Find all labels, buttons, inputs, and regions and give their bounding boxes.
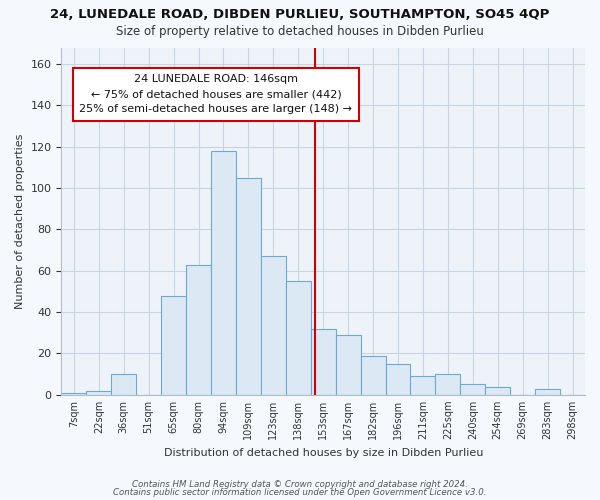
Bar — [436, 374, 460, 395]
Text: Size of property relative to detached houses in Dibden Purlieu: Size of property relative to detached ho… — [116, 25, 484, 38]
Text: Contains public sector information licensed under the Open Government Licence v3: Contains public sector information licen… — [113, 488, 487, 497]
Bar — [161, 296, 186, 395]
Y-axis label: Number of detached properties: Number of detached properties — [15, 134, 25, 309]
Text: Contains HM Land Registry data © Crown copyright and database right 2024.: Contains HM Land Registry data © Crown c… — [132, 480, 468, 489]
Bar — [386, 364, 410, 395]
Bar — [86, 390, 111, 395]
Bar — [410, 376, 436, 395]
Bar — [211, 151, 236, 395]
Text: 24 LUNEDALE ROAD: 146sqm
← 75% of detached houses are smaller (442)
25% of semi-: 24 LUNEDALE ROAD: 146sqm ← 75% of detach… — [79, 74, 352, 114]
Bar — [236, 178, 261, 395]
Bar — [186, 264, 211, 395]
Bar — [335, 335, 361, 395]
Bar — [535, 388, 560, 395]
Bar — [311, 328, 335, 395]
Bar — [460, 384, 485, 395]
Bar — [111, 374, 136, 395]
Text: 24, LUNEDALE ROAD, DIBDEN PURLIEU, SOUTHAMPTON, SO45 4QP: 24, LUNEDALE ROAD, DIBDEN PURLIEU, SOUTH… — [50, 8, 550, 20]
X-axis label: Distribution of detached houses by size in Dibden Purlieu: Distribution of detached houses by size … — [164, 448, 483, 458]
Bar — [261, 256, 286, 395]
Bar — [61, 392, 86, 395]
Bar — [361, 356, 386, 395]
Bar — [286, 281, 311, 395]
Bar — [485, 386, 510, 395]
